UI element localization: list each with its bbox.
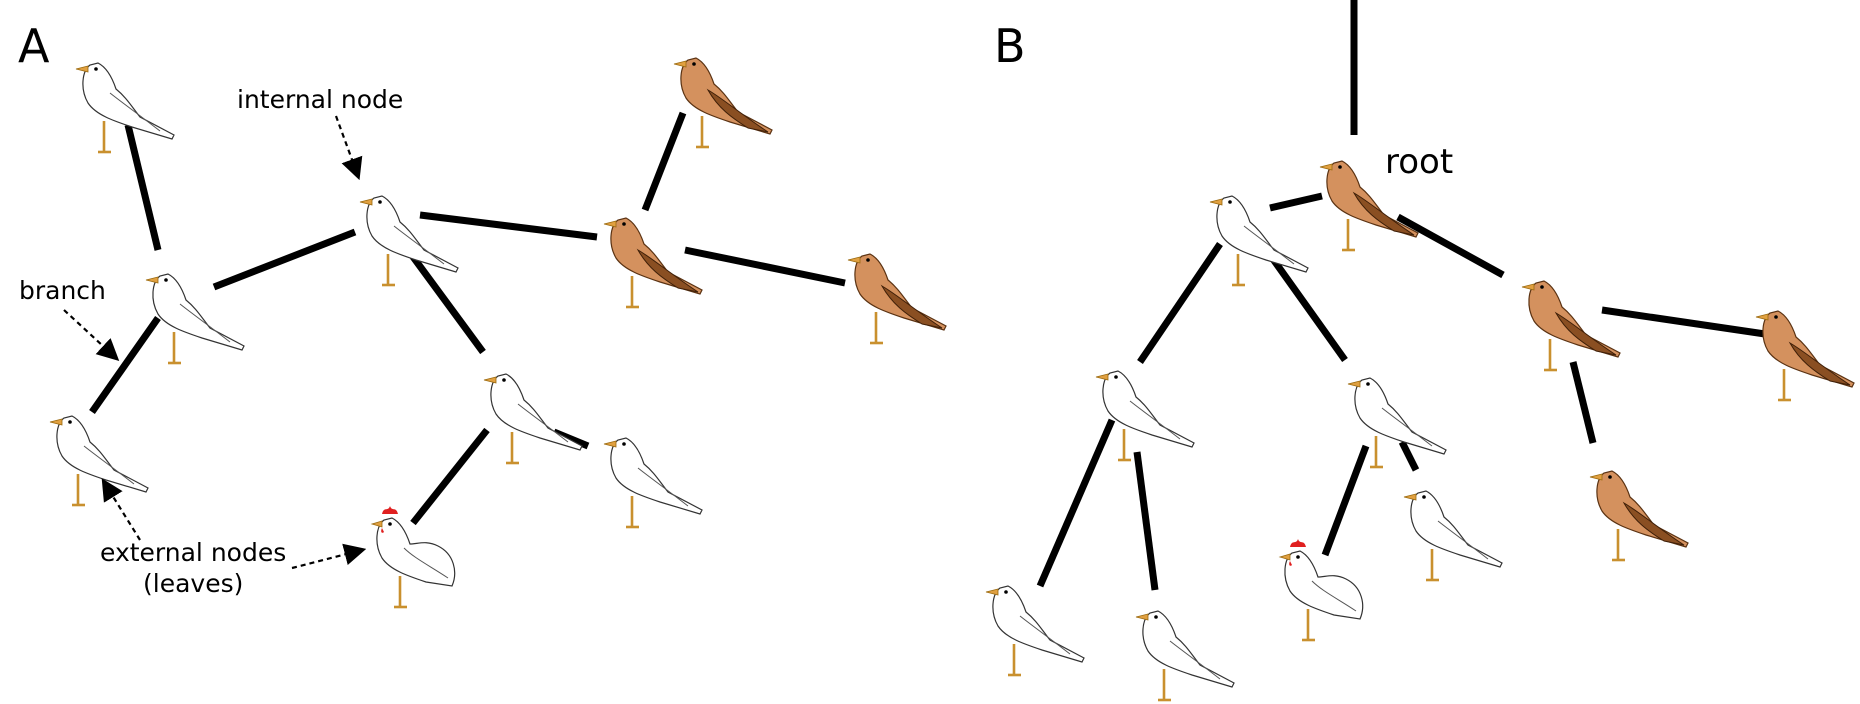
- branch-arrow: [63, 309, 120, 361]
- branch: [1137, 242, 1223, 364]
- external-nodes-arrow-left: [101, 478, 141, 541]
- branch: [1133, 451, 1159, 591]
- white-bird-icon: [1094, 369, 1196, 462]
- root-label: root: [1385, 142, 1453, 182]
- panel-label-b: B: [994, 19, 1026, 73]
- external-nodes-arrow-right: [291, 543, 367, 570]
- branch-label: branch: [19, 276, 106, 305]
- leaves-label: (leaves): [143, 569, 243, 598]
- brown-bird-icon: [672, 56, 774, 149]
- hen-icon: [1278, 537, 1364, 642]
- branch: [684, 246, 846, 287]
- white-bird-icon: [358, 194, 460, 287]
- branch: [1036, 418, 1116, 588]
- white-bird-icon: [482, 372, 584, 465]
- branch: [1269, 192, 1323, 212]
- branch: [1601, 306, 1766, 338]
- white-bird-icon: [1134, 609, 1236, 702]
- panel-b-nodes: [984, 159, 1856, 702]
- panel-label-a: A: [18, 19, 50, 73]
- white-bird-icon: [1402, 489, 1504, 582]
- brown-bird-icon: [1588, 469, 1690, 562]
- branch: [641, 111, 687, 212]
- internal-node-arrow: [334, 115, 363, 181]
- white-bird-icon: [602, 436, 704, 529]
- branch: [212, 228, 357, 291]
- brown-bird-icon: [1754, 309, 1856, 402]
- external-nodes-label: external nodes: [100, 538, 286, 567]
- branch: [1396, 213, 1505, 279]
- panel-b-branches: [1036, 0, 1766, 591]
- white-bird-icon: [1208, 194, 1310, 287]
- brown-bird-icon: [602, 216, 704, 309]
- brown-bird-icon: [1520, 279, 1622, 372]
- white-bird-icon: [74, 61, 176, 154]
- branch: [124, 124, 162, 251]
- panel-a-nodes: [48, 56, 948, 609]
- white-bird-icon: [144, 272, 246, 365]
- branch: [1321, 444, 1370, 557]
- white-bird-icon: [984, 584, 1086, 677]
- branch: [410, 427, 490, 526]
- branch: [405, 247, 486, 355]
- branch: [1265, 249, 1348, 363]
- internal-node-label: internal node: [237, 85, 403, 114]
- panel-a-branches: [89, 111, 846, 526]
- white-bird-icon: [48, 414, 150, 507]
- branch: [1398, 440, 1420, 472]
- branch: [419, 211, 598, 241]
- brown-bird-icon: [846, 252, 948, 345]
- branch: [1569, 361, 1597, 444]
- branch: [89, 315, 161, 415]
